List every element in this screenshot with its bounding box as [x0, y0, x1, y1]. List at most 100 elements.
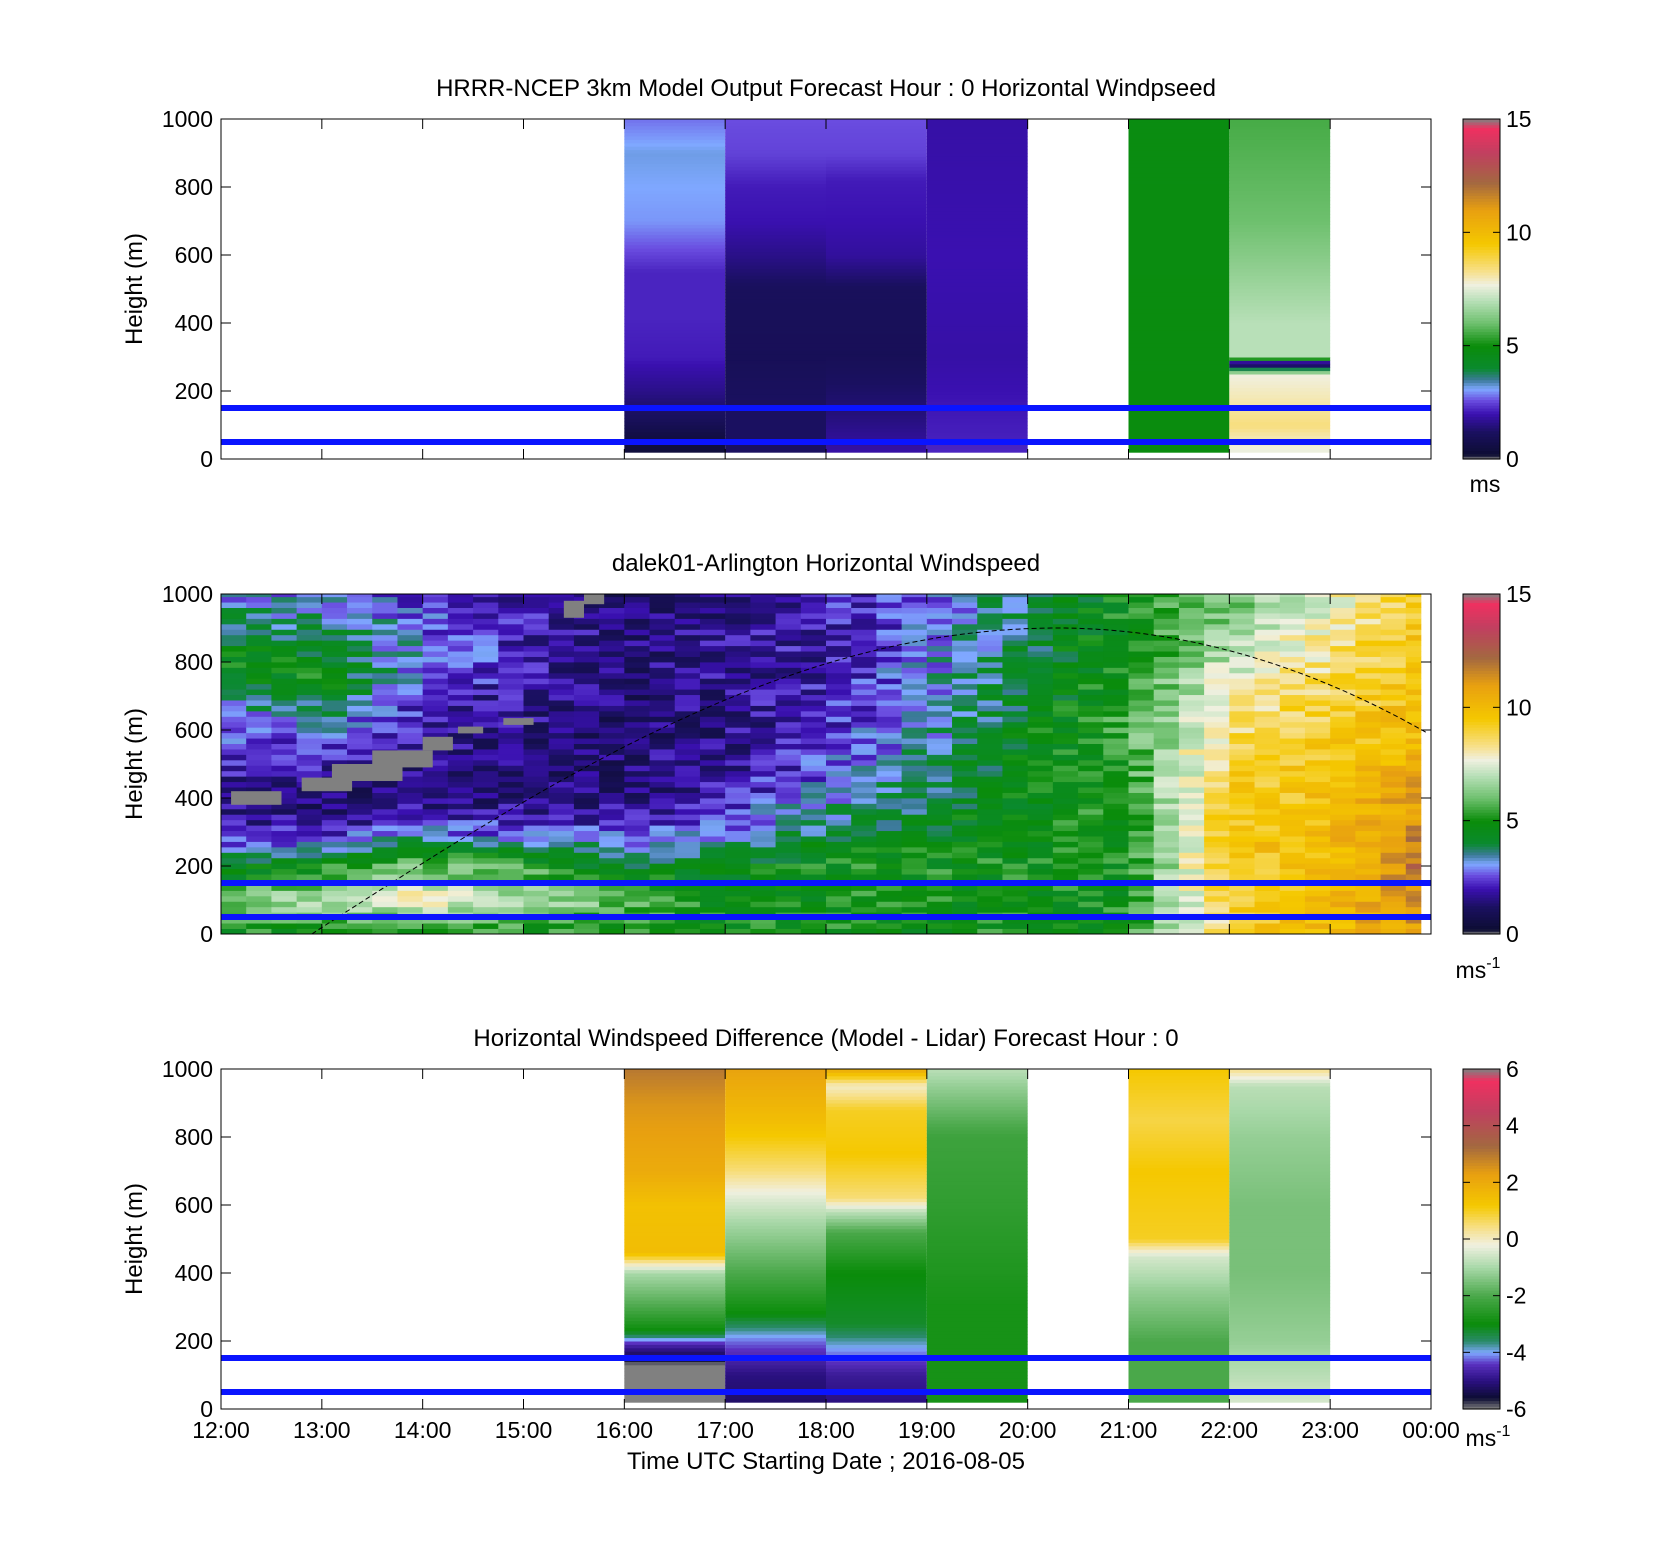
- heatmap-cell: [498, 645, 524, 652]
- heatmap-cell: [1405, 629, 1422, 636]
- heatmap-cell: [1052, 836, 1079, 842]
- heatmap-cell: [246, 738, 272, 744]
- heatmap-cell: [725, 380, 826, 385]
- heatmap-cell: [851, 689, 877, 696]
- heatmap-cell: [1204, 906, 1230, 913]
- heatmap-cell: [1204, 814, 1230, 821]
- heatmap-cell: [624, 700, 650, 706]
- heatmap-cell: [1002, 651, 1029, 657]
- heatmap-cell: [473, 618, 499, 625]
- heatmap-cell: [1027, 705, 1054, 712]
- heatmap-cell: [624, 261, 726, 266]
- colorbar-segment: [1463, 1392, 1500, 1396]
- heatmap-cell: [775, 868, 802, 875]
- heatmap-cell: [1153, 787, 1180, 793]
- heatmap-cell: [1254, 917, 1281, 924]
- heatmap-cell: [1128, 830, 1155, 837]
- heatmap-cell: [1103, 895, 1129, 902]
- heatmap-cell: [1204, 803, 1230, 810]
- heatmap-cell: [1128, 377, 1230, 382]
- colorbar-segment: [1463, 613, 1500, 618]
- heatmap-cell: [573, 906, 600, 913]
- heatmap-cell: [321, 852, 348, 859]
- heatmap-cell: [1229, 380, 1331, 385]
- heatmap-cell: [725, 1235, 826, 1240]
- heatmap-cell: [1128, 1276, 1230, 1281]
- heatmap-cell: [624, 1218, 726, 1223]
- heatmap-cell: [649, 754, 676, 761]
- heatmap-cell: [1178, 678, 1205, 685]
- heatmap-cell: [473, 727, 499, 734]
- heatmap-cell: [1128, 224, 1230, 229]
- heatmap-cell: [221, 743, 247, 750]
- heatmap-cell: [1128, 1215, 1230, 1220]
- heatmap-cell: [473, 656, 499, 663]
- colorbar-segment: [1463, 769, 1500, 774]
- heatmap-cell: [473, 814, 499, 821]
- heatmap-cell: [347, 596, 373, 603]
- heatmap-cell: [447, 732, 474, 739]
- heatmap-cell: [926, 289, 1028, 293]
- heatmap-cell: [372, 743, 398, 750]
- heatmap-cell: [1078, 808, 1104, 815]
- heatmap-cell: [800, 743, 827, 750]
- heatmap-cell: [1229, 1324, 1331, 1328]
- heatmap-cell: [624, 326, 726, 331]
- heatmap-cell: [1153, 874, 1180, 880]
- heatmap-cell: [725, 629, 751, 636]
- heatmap-cell: [1002, 819, 1029, 826]
- heatmap-cell: [1229, 1099, 1331, 1104]
- heatmap-cell: [926, 1167, 1028, 1172]
- heatmap-cell: [1027, 732, 1054, 739]
- heatmap-cell: [725, 868, 751, 875]
- heatmap-cell: [1304, 602, 1331, 608]
- heatmap-cell: [498, 819, 524, 826]
- heatmap-cell: [473, 928, 499, 934]
- heatmap-cell: [926, 329, 1028, 334]
- heatmap-cell: [1027, 651, 1054, 657]
- heatmap-cell: [1128, 391, 1230, 395]
- heatmap-cell: [926, 275, 1028, 280]
- heatmap-cell: [523, 662, 550, 668]
- heatmap-cell: [1229, 1320, 1331, 1325]
- colorbar-segment: [1463, 144, 1500, 148]
- heatmap-cell: [498, 710, 524, 717]
- heatmap-cell: [1078, 928, 1104, 934]
- heatmap-cell: [926, 1177, 1028, 1182]
- heatmap-cell: [750, 792, 776, 799]
- heatmap-cell: [624, 1293, 726, 1298]
- heatmap-cell: [1128, 343, 1230, 348]
- heatmap-cell: [1229, 700, 1255, 706]
- heatmap-cell: [725, 759, 751, 766]
- heatmap-cell: [624, 132, 726, 137]
- heatmap-cell: [296, 814, 323, 821]
- colorbar-segment: [1463, 1128, 1500, 1132]
- colorbar-segment: [1463, 416, 1500, 420]
- heatmap-cell: [926, 292, 1028, 297]
- colorbar-segment: [1463, 1321, 1500, 1325]
- heatmap-cell: [699, 689, 726, 696]
- heatmap-cell: [800, 808, 827, 815]
- heatmap-cell: [674, 678, 701, 685]
- heatmap-cell: [1229, 1344, 1331, 1349]
- heatmap-cell: [674, 928, 701, 934]
- heatmap-cell: [498, 634, 524, 641]
- heatmap-cell: [498, 607, 524, 614]
- heatmap-cell: [1229, 754, 1255, 761]
- heatmap-cell: [901, 792, 928, 799]
- heatmap-cell: [1078, 596, 1104, 603]
- heatmap-cell: [1027, 863, 1054, 870]
- heatmap-cell: [1229, 156, 1331, 161]
- heatmap-cell: [1304, 705, 1331, 712]
- heatmap-cell: [1128, 1307, 1230, 1311]
- colorbar-segment: [1463, 1406, 1500, 1410]
- heatmap-cell: [1204, 700, 1230, 706]
- heatmap-cell: [750, 613, 776, 619]
- heatmap-cell: [1405, 803, 1422, 810]
- heatmap-cell: [624, 421, 726, 426]
- colorbar-segment: [1463, 840, 1500, 844]
- heatmap-cell: [851, 895, 877, 902]
- heatmap-cell: [1128, 197, 1230, 202]
- heatmap-cell: [347, 623, 373, 630]
- heatmap-cell: [372, 594, 398, 598]
